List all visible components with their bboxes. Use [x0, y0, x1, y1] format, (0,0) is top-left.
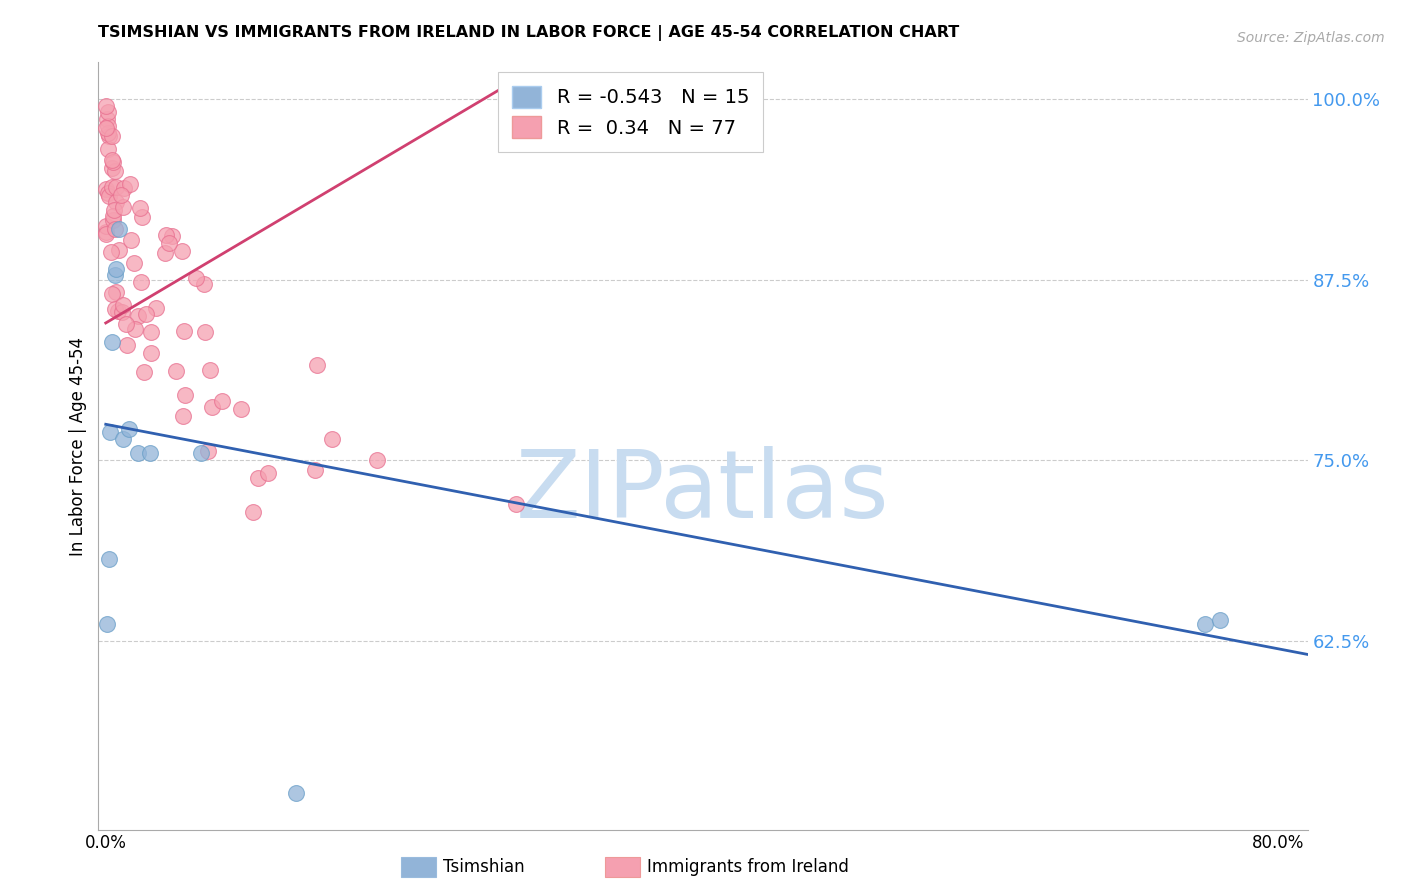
Text: Tsimshian: Tsimshian [443, 858, 524, 876]
Point [174, 388, 197, 402]
Point [135, 307, 157, 321]
Point [96, 225, 118, 239]
Point [98, 425, 121, 439]
Point [134, 365, 156, 379]
Point [193, 277, 215, 291]
Point [107, 243, 129, 257]
Point [229, 402, 252, 417]
Point [103, 164, 125, 178]
Point [96, 119, 118, 133]
Point [122, 256, 145, 270]
Text: Source: ZipAtlas.com: Source: ZipAtlas.com [1237, 31, 1385, 45]
Point [257, 466, 280, 480]
Point [321, 432, 343, 446]
Point [131, 210, 153, 224]
Point [201, 400, 224, 414]
Point [115, 337, 138, 351]
Point [127, 309, 149, 323]
Point [118, 422, 141, 436]
Point [101, 161, 124, 175]
Point [112, 432, 135, 446]
Point [170, 244, 193, 259]
Point [145, 301, 167, 315]
Point [96, 182, 118, 196]
Point [110, 188, 132, 202]
Point [139, 326, 162, 340]
Point [198, 363, 221, 377]
Point [97, 105, 120, 120]
Point [247, 471, 270, 485]
Point [138, 446, 160, 460]
Point [103, 213, 125, 227]
Point [112, 181, 135, 195]
Point [1194, 617, 1216, 632]
Text: TSIMSHIAN VS IMMIGRANTS FROM IRELAND IN LABOR FORCE | AGE 45-54 CORRELATION CHAR: TSIMSHIAN VS IMMIGRANTS FROM IRELAND IN … [98, 26, 960, 41]
Y-axis label: In Labor Force | Age 45-54: In Labor Force | Age 45-54 [69, 336, 87, 556]
Point [120, 178, 142, 192]
Point [1208, 613, 1230, 627]
Point [139, 345, 162, 359]
Point [105, 179, 128, 194]
Point [172, 409, 194, 423]
Point [366, 453, 388, 467]
Point [190, 446, 212, 460]
Point [100, 334, 122, 349]
Point [505, 497, 527, 511]
Point [96, 112, 118, 127]
Point [166, 364, 188, 378]
Point [101, 154, 124, 169]
Point [97, 128, 120, 143]
Point [242, 506, 264, 520]
Point [127, 446, 149, 460]
Point [97, 552, 120, 566]
Point [96, 617, 118, 632]
Point [97, 186, 120, 200]
Text: Immigrants from Ireland: Immigrants from Ireland [647, 858, 849, 876]
Point [211, 394, 233, 409]
Point [100, 153, 122, 167]
Point [304, 463, 326, 477]
Point [160, 229, 183, 244]
Point [104, 302, 127, 317]
Point [285, 786, 308, 800]
Point [115, 317, 138, 331]
Point [103, 268, 125, 283]
Point [305, 358, 328, 372]
Point [108, 222, 131, 236]
Point [111, 298, 134, 312]
Point [101, 179, 124, 194]
Point [101, 128, 124, 143]
Point [100, 245, 122, 260]
Point [155, 246, 177, 260]
Point [104, 222, 127, 236]
Point [111, 305, 134, 319]
Point [194, 326, 217, 340]
Point [124, 322, 146, 336]
Point [103, 202, 125, 217]
Point [101, 209, 124, 223]
Point [157, 235, 180, 250]
Point [96, 142, 118, 156]
Point [105, 194, 128, 209]
Legend: R = -0.543   N = 15, R =  0.34   N = 77: R = -0.543 N = 15, R = 0.34 N = 77 [498, 72, 762, 152]
Point [155, 228, 177, 243]
Point [101, 286, 124, 301]
Point [129, 275, 152, 289]
Point [107, 303, 129, 318]
Point [94, 99, 117, 113]
Point [97, 189, 120, 203]
Point [104, 285, 127, 299]
Point [120, 233, 142, 247]
Point [97, 126, 120, 140]
Point [112, 200, 135, 214]
Text: ZIPatlas: ZIPatlas [516, 446, 890, 538]
Point [94, 227, 117, 241]
Point [184, 271, 207, 285]
Point [197, 443, 219, 458]
Point [173, 324, 195, 338]
Point [129, 201, 152, 215]
Point [105, 262, 128, 277]
Point [94, 120, 117, 135]
Point [94, 219, 117, 233]
